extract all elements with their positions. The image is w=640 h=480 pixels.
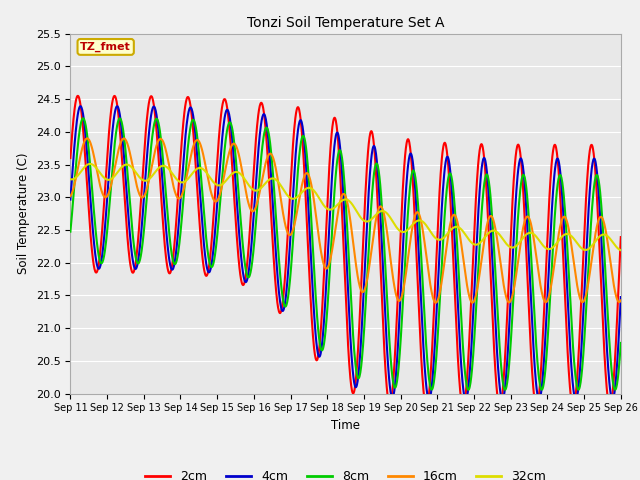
Legend: 2cm, 4cm, 8cm, 16cm, 32cm: 2cm, 4cm, 8cm, 16cm, 32cm (140, 465, 551, 480)
Text: TZ_fmet: TZ_fmet (80, 42, 131, 52)
Title: Tonzi Soil Temperature Set A: Tonzi Soil Temperature Set A (247, 16, 444, 30)
Y-axis label: Soil Temperature (C): Soil Temperature (C) (17, 153, 30, 275)
X-axis label: Time: Time (331, 419, 360, 432)
